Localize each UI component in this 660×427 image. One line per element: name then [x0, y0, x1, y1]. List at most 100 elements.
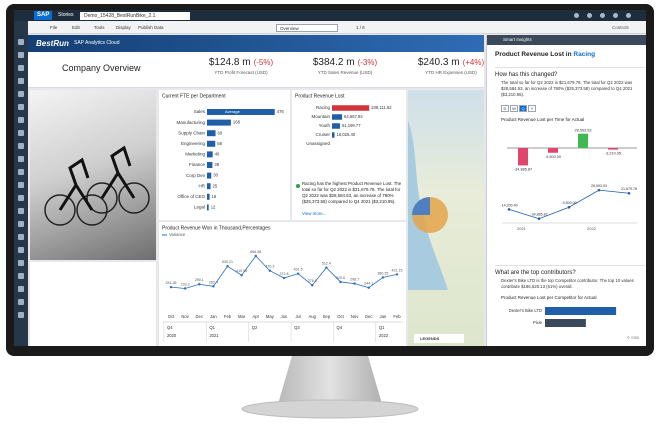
year-label: 2020	[167, 333, 177, 338]
trend-point	[537, 217, 541, 220]
period-tab[interactable]: Q	[519, 105, 527, 112]
stand-neck	[278, 356, 382, 404]
trend-point	[597, 188, 601, 192]
kpi-value-text: $124.8 m	[208, 57, 251, 68]
panel-title: Current FTE per Department	[162, 93, 226, 99]
point-label: 380.25	[377, 271, 388, 275]
nav-icon[interactable]	[18, 65, 24, 71]
nav-icon[interactable]	[18, 234, 24, 240]
kpi-change: (+4%)	[462, 58, 485, 67]
bar	[207, 140, 216, 147]
kpi-value-text: $240.3 m	[417, 57, 460, 68]
year-label: 2022	[587, 226, 597, 231]
shell-icon[interactable]	[626, 13, 631, 18]
point-label: 372.8	[280, 272, 289, 276]
point-label: 290.1	[195, 278, 204, 282]
nav-icon[interactable]	[18, 78, 24, 84]
shell-bar: SAP Stories Demo_15428_BestRunBike_2.1	[14, 10, 646, 21]
kpi: $384.2 m (-3%) YTD Sales Revenue (USD)	[300, 57, 390, 76]
nav-icon[interactable]	[18, 273, 24, 279]
bar	[207, 151, 213, 158]
menu-item[interactable]: Display	[116, 25, 131, 30]
wheel	[118, 182, 150, 214]
nav-icon[interactable]	[18, 312, 24, 318]
quarter-label: Q3	[294, 325, 300, 330]
panel-title: Product Revenue Won in Thousand,Percenta…	[162, 225, 271, 231]
nav-icon[interactable]	[18, 104, 24, 110]
insight-text: Dexter's Bike LTD is the top Competitor …	[501, 278, 634, 289]
period-tab[interactable]: W	[510, 105, 518, 112]
revenue-lost-chart: Product Revenue Lost Racing 239,111.62 Moun…	[295, 93, 392, 146]
view-more-link[interactable]: View more...	[302, 211, 327, 216]
year-label: 2022	[379, 333, 389, 338]
period-tab[interactable]: D	[501, 105, 509, 112]
month-label: Sep	[323, 314, 331, 319]
trend-label: -34,885.87	[530, 213, 547, 217]
insight-pin	[296, 184, 300, 188]
bar	[332, 114, 343, 120]
nav-icon[interactable]	[18, 260, 24, 266]
shell-icon[interactable]	[587, 13, 592, 18]
bar-value-label: 16,025.40	[336, 132, 355, 137]
nav-icon[interactable]	[18, 208, 24, 214]
nav-icon[interactable]	[18, 156, 24, 162]
revenue-point	[282, 276, 286, 280]
bar-category-label: Corp Dev	[186, 173, 206, 178]
trend-label: 21,679.78	[621, 187, 637, 191]
bar-category-label: Cruiser	[315, 132, 330, 137]
nav-icon[interactable]	[18, 143, 24, 149]
nav-icon[interactable]	[18, 221, 24, 227]
footer: © SSB	[627, 335, 640, 340]
menu-item[interactable]: File	[50, 25, 58, 30]
map-legend-button[interactable]: LEGENDS	[414, 334, 464, 343]
kpi-row: Company Overview $124.8 m (-5%) YTD Profit …	[28, 52, 484, 88]
bar-category-label: Legal	[194, 205, 205, 210]
point-label: 251.36	[166, 281, 177, 285]
nav-icon[interactable]	[18, 182, 24, 188]
page-dropdown[interactable]: Overview	[276, 23, 338, 32]
shell-icon[interactable]	[613, 13, 618, 18]
revenue-point	[254, 254, 257, 258]
nav-icon[interactable]	[18, 286, 24, 292]
stand-base	[241, 399, 419, 419]
bar-category-label: Mountain	[311, 114, 330, 119]
bar-value-label: 60	[218, 130, 223, 135]
change-label: -9,500.00	[545, 155, 561, 159]
revenue-point	[395, 273, 399, 276]
point-label: 512.4	[322, 262, 331, 266]
bar-value-label: 12	[211, 205, 216, 210]
nav-icon[interactable]	[18, 91, 24, 97]
nav-icon[interactable]	[18, 247, 24, 253]
shell-icon[interactable]	[574, 13, 579, 18]
controls-button[interactable]: Controls	[612, 25, 629, 30]
nav-icon[interactable]	[18, 195, 24, 201]
period-tab[interactable]: Y	[528, 105, 536, 112]
quarter-label: Q1	[209, 325, 215, 330]
insight-text: The total so far for Q2 2022 is $21,679.…	[501, 80, 633, 97]
nav-icon[interactable]	[18, 52, 24, 58]
nav-icon[interactable]	[18, 169, 24, 175]
nav-icon[interactable]	[18, 117, 24, 123]
menu-item[interactable]: Publish Data	[138, 25, 164, 30]
revenue-point	[339, 280, 342, 284]
bar	[332, 123, 340, 129]
app-name: Stories	[58, 12, 74, 18]
revenue-point	[183, 287, 187, 290]
nav-icon[interactable]	[18, 130, 24, 136]
shell-icon[interactable]	[600, 13, 605, 18]
change-label: 28,593.53	[575, 129, 592, 133]
bar	[207, 119, 231, 126]
month-label: Dec	[365, 314, 372, 319]
menu-item[interactable]: Edit	[72, 25, 80, 30]
title-subject: Racing	[573, 51, 596, 58]
bar	[207, 183, 211, 190]
month-label: Oct	[337, 314, 344, 319]
menu-item[interactable]: Tools	[94, 25, 105, 30]
bar-category-label: Finance	[189, 162, 206, 167]
bar-category-label: Unassigned	[306, 141, 330, 146]
nav-icon[interactable]	[18, 299, 24, 305]
month-label: Jul	[295, 314, 300, 319]
nav-icon[interactable]	[18, 39, 24, 45]
